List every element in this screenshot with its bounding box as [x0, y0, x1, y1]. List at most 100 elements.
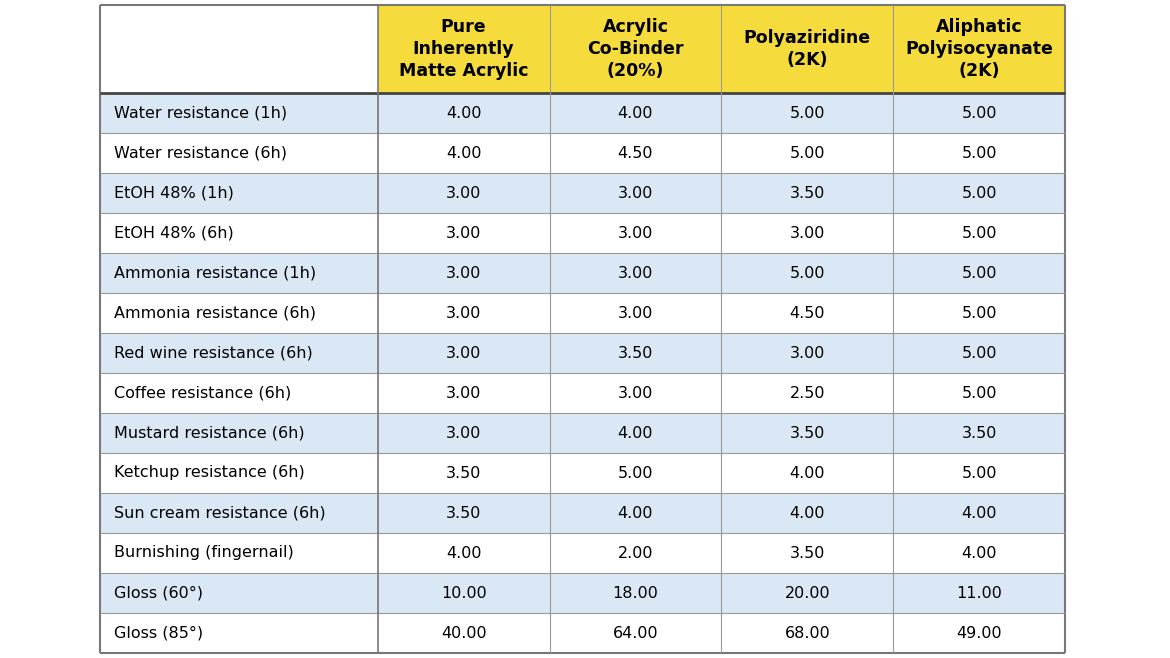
Text: 5.00: 5.00: [962, 145, 997, 161]
Text: 3.00: 3.00: [446, 226, 481, 241]
Text: Gloss (60°): Gloss (60°): [113, 586, 204, 601]
Bar: [99, 373, 378, 413]
Text: 5.00: 5.00: [790, 265, 825, 280]
Text: 2.00: 2.00: [618, 545, 653, 561]
Text: 3.00: 3.00: [446, 426, 481, 440]
Text: 4.00: 4.00: [446, 145, 481, 161]
Bar: [722, 5, 893, 93]
Bar: [550, 333, 722, 373]
Bar: [378, 493, 550, 533]
Bar: [722, 253, 893, 293]
Text: 68.00: 68.00: [784, 626, 831, 640]
Text: 4.00: 4.00: [618, 426, 653, 440]
Bar: [722, 613, 893, 653]
Bar: [893, 213, 1065, 253]
Text: 3.50: 3.50: [618, 345, 653, 361]
Bar: [99, 133, 378, 173]
Text: 18.00: 18.00: [613, 586, 659, 601]
Bar: [893, 93, 1065, 133]
Bar: [378, 453, 550, 493]
Text: 40.00: 40.00: [441, 626, 487, 640]
Bar: [893, 373, 1065, 413]
Text: 49.00: 49.00: [956, 626, 1002, 640]
Text: 3.50: 3.50: [446, 465, 481, 480]
Text: 5.00: 5.00: [962, 105, 997, 120]
Text: 5.00: 5.00: [962, 345, 997, 361]
Bar: [722, 573, 893, 613]
Text: 5.00: 5.00: [962, 265, 997, 280]
Text: 3.00: 3.00: [618, 265, 653, 280]
Bar: [99, 253, 378, 293]
Bar: [99, 413, 378, 453]
Bar: [550, 453, 722, 493]
Bar: [99, 533, 378, 573]
Bar: [893, 613, 1065, 653]
Bar: [99, 93, 378, 133]
Text: 3.00: 3.00: [446, 386, 481, 401]
Text: Coffee resistance (6h): Coffee resistance (6h): [113, 386, 291, 401]
Bar: [378, 333, 550, 373]
Bar: [99, 213, 378, 253]
Text: 5.00: 5.00: [962, 465, 997, 480]
Text: 20.00: 20.00: [784, 586, 830, 601]
Text: 4.00: 4.00: [790, 465, 825, 480]
Bar: [893, 173, 1065, 213]
Text: 2.50: 2.50: [790, 386, 825, 401]
Text: Sun cream resistance (6h): Sun cream resistance (6h): [113, 505, 325, 520]
Bar: [722, 133, 893, 173]
Bar: [550, 373, 722, 413]
Text: Ammonia resistance (1h): Ammonia resistance (1h): [113, 265, 316, 280]
Text: 3.00: 3.00: [790, 226, 825, 241]
Bar: [99, 573, 378, 613]
Bar: [378, 253, 550, 293]
Text: 3.00: 3.00: [618, 305, 653, 320]
Bar: [378, 173, 550, 213]
Bar: [722, 93, 893, 133]
Text: Acrylic
Co-Binder
(20%): Acrylic Co-Binder (20%): [587, 18, 683, 80]
Bar: [722, 293, 893, 333]
Text: 4.00: 4.00: [618, 105, 653, 120]
Text: 3.00: 3.00: [618, 386, 653, 401]
Text: 5.00: 5.00: [790, 145, 825, 161]
Bar: [722, 453, 893, 493]
Text: 5.00: 5.00: [790, 105, 825, 120]
Bar: [99, 173, 378, 213]
Bar: [378, 613, 550, 653]
Text: Red wine resistance (6h): Red wine resistance (6h): [113, 345, 312, 361]
Bar: [550, 493, 722, 533]
Bar: [722, 333, 893, 373]
Text: 10.00: 10.00: [441, 586, 487, 601]
Text: 5.00: 5.00: [962, 305, 997, 320]
Text: 3.00: 3.00: [790, 345, 825, 361]
Text: Ammonia resistance (6h): Ammonia resistance (6h): [113, 305, 316, 320]
Text: 5.00: 5.00: [962, 186, 997, 201]
Bar: [893, 493, 1065, 533]
Text: 4.00: 4.00: [962, 505, 997, 520]
Bar: [378, 93, 550, 133]
Bar: [550, 213, 722, 253]
Bar: [893, 573, 1065, 613]
Bar: [550, 573, 722, 613]
Text: 3.00: 3.00: [446, 186, 481, 201]
Bar: [893, 453, 1065, 493]
Text: 4.50: 4.50: [618, 145, 653, 161]
Bar: [550, 93, 722, 133]
Text: Polyaziridine
(2K): Polyaziridine (2K): [744, 29, 870, 69]
Text: 3.50: 3.50: [790, 186, 825, 201]
Text: Water resistance (1h): Water resistance (1h): [113, 105, 287, 120]
Bar: [99, 453, 378, 493]
Bar: [550, 173, 722, 213]
Bar: [378, 413, 550, 453]
Text: 3.00: 3.00: [446, 345, 481, 361]
Bar: [550, 533, 722, 573]
Text: 3.50: 3.50: [790, 545, 825, 561]
Text: 3.00: 3.00: [446, 265, 481, 280]
Bar: [722, 173, 893, 213]
Bar: [722, 413, 893, 453]
Bar: [893, 413, 1065, 453]
Bar: [378, 573, 550, 613]
Text: 5.00: 5.00: [618, 465, 653, 480]
Bar: [550, 613, 722, 653]
Text: Gloss (85°): Gloss (85°): [113, 626, 204, 640]
Bar: [378, 213, 550, 253]
